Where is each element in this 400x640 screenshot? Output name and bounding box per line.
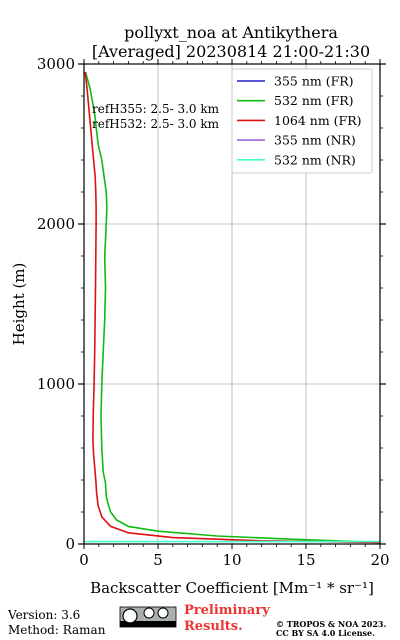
legend-box (231, 68, 373, 174)
legend-label-4: 532 nm (NR) (274, 152, 356, 167)
legend-label-2: 1064 nm (FR) (274, 113, 362, 128)
y-tick-label: 3000 (37, 55, 75, 73)
x-axis-label: Backscatter Coefficient [Mm⁻¹ * sr⁻¹] (90, 579, 374, 597)
series-line-1 (84, 71, 380, 544)
y-tick-label: 0 (65, 535, 75, 553)
preliminary-text-line2: Results. (184, 619, 243, 634)
y-axis-label: Height (m) (10, 263, 28, 346)
legend-label-0: 355 nm (FR) (274, 74, 354, 89)
legend: 355 nm (FR) 532 nm (FR) 1064 nm (FR) 355 nm… (231, 68, 373, 174)
version-text: Version: 3.6 (7, 608, 80, 622)
annotation-refh532: refH532: 2.5- 3.0 km (92, 117, 220, 131)
copyright-text-line1: © TROPOS & NOA 2023. (276, 619, 386, 629)
x-tick-label: 15 (296, 551, 315, 569)
copyright-text-line2: CC BY SA 4.0 License. (276, 628, 375, 638)
preliminary-text-line1: Preliminary (184, 603, 270, 618)
x-tick-label: 0 (79, 551, 89, 569)
legend-label-1: 532 nm (FR) (274, 93, 354, 108)
method-text: Method: Raman (8, 623, 106, 637)
cc-license-icon (119, 606, 177, 628)
series-layer (84, 71, 380, 544)
footer: Version: 3.6 Method: Raman Preliminary R… (7, 603, 386, 638)
series-line-2 (84, 71, 380, 544)
y-tick-label: 2000 (37, 215, 75, 233)
x-tick-label: 10 (222, 551, 241, 569)
x-tick-label: 5 (153, 551, 163, 569)
annotation-refh355: refH355: 2.5- 3.0 km (92, 102, 220, 116)
chart-title-line1: pollyxt_noa at Antikythera (124, 23, 338, 42)
chart-title-line2: [Averaged] 20230814 21:00-21:30 (92, 42, 370, 61)
axis-ticks: 0 5 10 15 20 0 1000 2000 3000 (37, 55, 390, 569)
legend-label-3: 355 nm (NR) (274, 133, 356, 148)
y-tick-label: 1000 (37, 375, 75, 393)
x-tick-label: 20 (370, 551, 389, 569)
